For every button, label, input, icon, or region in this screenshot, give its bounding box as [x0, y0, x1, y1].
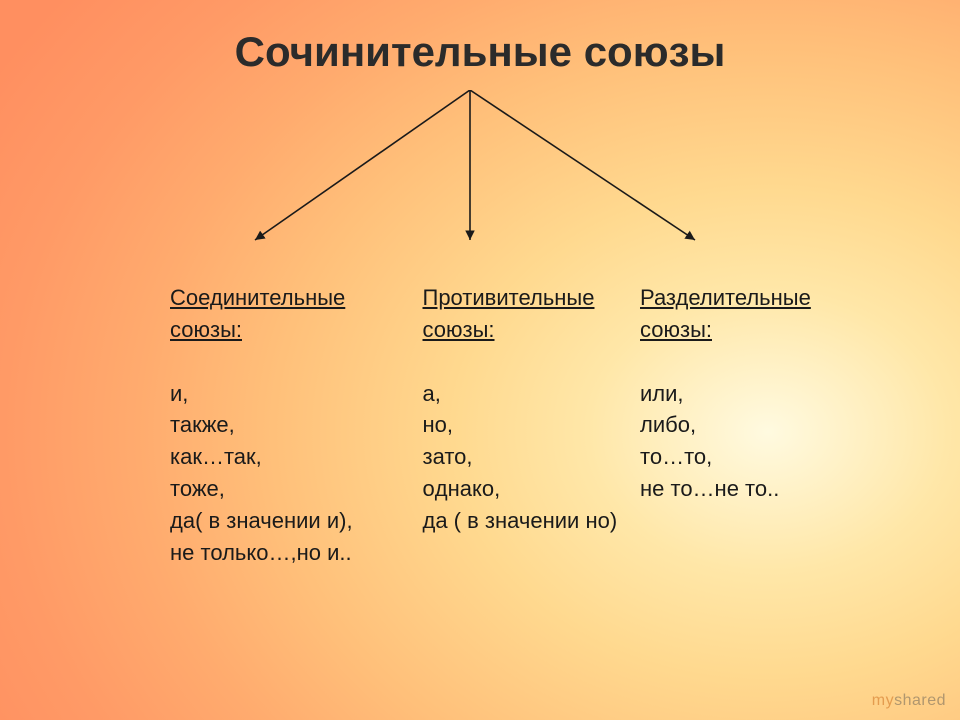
column-body: и, также, как…так, тоже, да( в значении … [170, 381, 353, 565]
column-body: или, либо, то…то, не то…не то.. [640, 381, 779, 502]
column-connective: Соединительные союзы: и, также, как…так,… [170, 250, 420, 569]
column-heading: Разделительные союзы: [640, 285, 811, 342]
watermark-prefix: my [872, 692, 894, 709]
arrow-right [470, 90, 695, 240]
columns-container: Соединительные союзы: и, также, как…так,… [170, 250, 840, 569]
column-adversative: Противительные союзы: а, но, зато, oднак… [423, 250, 638, 569]
watermark-suffix: shared [894, 692, 946, 709]
arrow-left [255, 90, 470, 240]
arrow-group [255, 90, 695, 240]
slide-root: Сочинительные союзы Соединительные союзы… [0, 0, 960, 720]
arrow-diagram [0, 90, 960, 250]
column-disjunctive: Разделительные союзы: или, либо, то…то, … [640, 250, 840, 569]
slide-title: Сочинительные союзы [0, 28, 960, 76]
column-body: а, но, зато, oднако, да ( в значении но) [423, 381, 618, 534]
column-heading: Противительные союзы: [423, 285, 595, 342]
watermark: myshared [872, 692, 946, 710]
column-heading: Соединительные союзы: [170, 285, 345, 342]
